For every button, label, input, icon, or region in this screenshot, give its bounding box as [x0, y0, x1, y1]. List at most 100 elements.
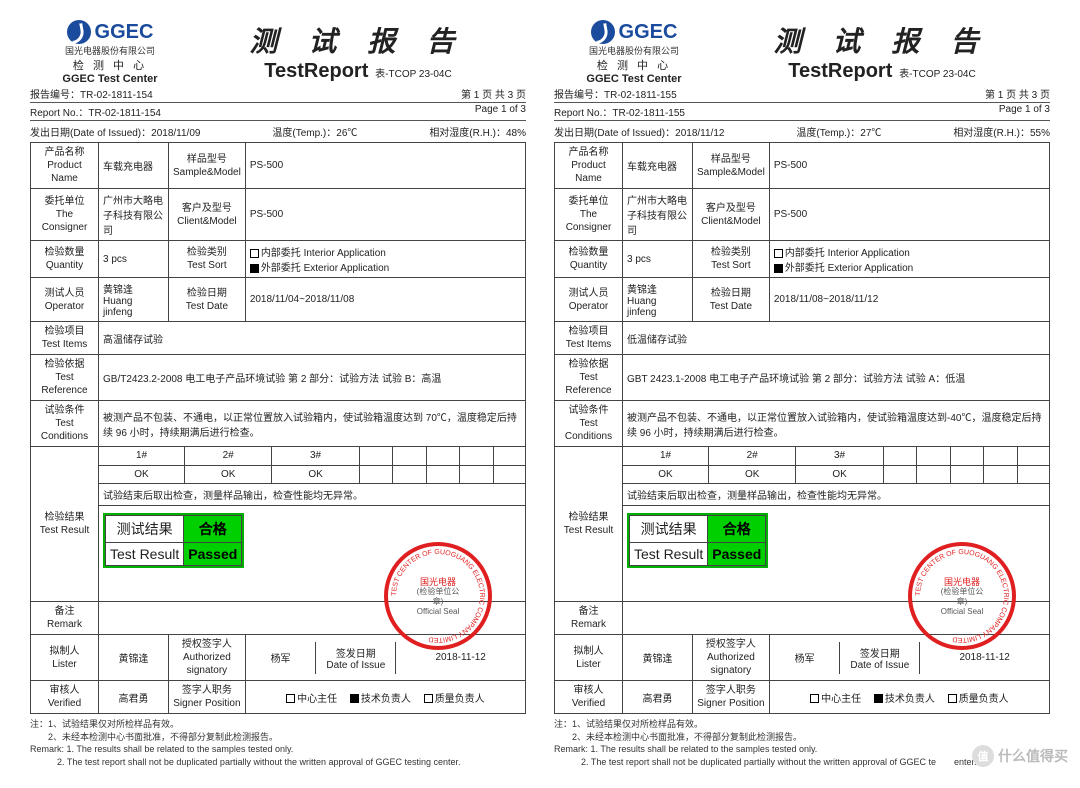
report1-rh: 48%	[506, 128, 526, 139]
logo-block: GGEC 国光电器股份有限公司 检 测 中 心 GGEC Test Center	[30, 20, 190, 85]
chk-center-icon	[810, 694, 819, 703]
s3v: OK	[272, 465, 359, 483]
page-container: GGEC 国光电器股份有限公司 检 测 中 心 GGEC Test Center…	[0, 0, 1080, 788]
consigner-lbl: 委托单位The Consigner	[31, 189, 99, 241]
report2-samplegrid: 1#2#3# OKOKOK	[623, 447, 1050, 484]
s1h: 1#	[99, 447, 185, 465]
official-seal-icon: TEST CENTER OF GUOGUANG ELECTRIC COMPANY…	[908, 542, 1016, 650]
report1-env: 发出日期(Date of Issued)：2018/11/09 温度(Temp.…	[30, 123, 526, 140]
cond-lbl: 试验条件Test Conditions	[31, 401, 99, 447]
report1-ref: GB/T2423.2-2008 电工电子产品环境试验 第 2 部分：试验方法 试…	[99, 355, 526, 401]
rb-pass-en: Passed	[184, 543, 242, 566]
operator-lbl: 测试人员Operator	[31, 278, 99, 322]
report1-no-en: TR-02-1811-154	[88, 108, 161, 119]
ref-lbl: 检验依据Test Reference	[31, 355, 99, 401]
report2-testdate: 2018/11/08~2018/11/12	[769, 278, 1049, 322]
title-block: 测 试 报 告 TestReport 表-TCOP 23-04C	[190, 20, 526, 83]
sort-lbl: 检验类别Test Sort	[693, 241, 770, 278]
report2-client: PS-500	[769, 189, 1049, 241]
sample-lbl: 样品型号Sample&Model	[169, 143, 246, 189]
rh-lbl: 相对湿度(R.H.)：	[429, 128, 506, 139]
report2-resultsummary: 试验结束后取出检查，测量样品输出，检查性能均无异常。	[623, 484, 1050, 506]
report1-temp: 26℃	[336, 128, 357, 139]
report2-product: 车载充电器	[623, 143, 693, 189]
result-box: 测试结果合格 Test ResultPassed	[103, 513, 244, 568]
operator-lbl: 测试人员Operator	[555, 278, 623, 322]
report1-sample: PS-500	[245, 143, 525, 189]
testdate-lbl: 检验日期Test Date	[169, 278, 246, 322]
report1-qty: 3 pcs	[99, 241, 169, 278]
s2h: 2#	[185, 447, 272, 465]
rb-pass-cn: 合格	[184, 516, 242, 543]
report1-testdate: 2018/11/04~2018/11/08	[245, 278, 525, 322]
page-en: Page 1 of 3	[475, 104, 526, 119]
chk-exterior-icon	[250, 264, 259, 273]
report2-meta2: Report No.：TR-02-1811-155 Page 1 of 3	[554, 103, 1050, 121]
report-2: GGEC 国光电器股份有限公司 检 测 中 心 GGEC Test Center…	[554, 20, 1050, 768]
title-cn: 测 试 报 告	[190, 20, 526, 60]
report2-auth: 杨军	[770, 642, 840, 674]
report2-no-cn: TR-02-1811-155	[604, 90, 677, 101]
title-block: 测 试 报 告 TestReport 表-TCOP 23-04C	[714, 20, 1050, 83]
title-en: TestReport	[788, 60, 892, 83]
report2-header: GGEC 国光电器股份有限公司 检 测 中 心 GGEC Test Center…	[554, 20, 1050, 85]
report1-lister: 黄锦逢	[99, 635, 169, 681]
testdate-lbl: 检验日期Test Date	[693, 278, 770, 322]
s1v: OK	[99, 465, 185, 483]
report2-issued: 2018/11/12	[675, 128, 724, 139]
report2-temp: 27℃	[860, 128, 881, 139]
report1-no-cn: TR-02-1811-154	[80, 90, 153, 101]
reportno-lbl-en: Report No.：	[30, 108, 88, 119]
logo-dept-en: GGEC Test Center	[30, 73, 190, 85]
signerpos-lbl: 签字人职务Signer Position	[693, 681, 770, 714]
verified-lbl: 审核人Verified	[31, 681, 99, 714]
report1-cond: 被测产品不包装、不通电，以正常位置放入试验箱内，使试验箱温度达到 70℃，温度稳…	[99, 401, 526, 447]
smzdm-icon: 值	[972, 745, 994, 767]
report2-env: 发出日期(Date of Issued)：2018/11/12 温度(Temp.…	[554, 123, 1050, 140]
logo-text: GGEC	[95, 21, 154, 44]
remark-lbl: 备注Remark	[555, 602, 623, 635]
verified-lbl: 审核人Verified	[555, 681, 623, 714]
chk-quality-icon	[424, 694, 433, 703]
client-lbl: 客户及型号Client&Model	[169, 189, 246, 241]
product-lbl: 产品名称Product Name	[555, 143, 623, 189]
logo-dept-cn: 检 测 中 心	[30, 57, 190, 73]
logo-dept-en: GGEC Test Center	[554, 73, 714, 85]
report1-signerpos: 中心主任 技术负责人 质量负责人	[245, 681, 525, 714]
report2-sort: 内部委托 Interior Application 外部委托 Exterior …	[769, 241, 1049, 278]
official-seal-icon: TEST CENTER OF GUOGUANG ELECTRIC COMPANY…	[384, 542, 492, 650]
signerpos-lbl: 签字人职务Signer Position	[169, 681, 246, 714]
title-cn: 测 试 报 告	[714, 20, 1050, 60]
items-lbl: 检验项目Test Items	[555, 322, 623, 355]
report2-consigner: 广州市大略电子科技有限公司	[623, 189, 693, 241]
report1-verified: 高君勇	[99, 681, 169, 714]
report1-resultsummary: 试验结束后取出检查，测量样品输出，检查性能均无异常。	[99, 484, 526, 506]
ggec-logo-icon	[67, 20, 91, 44]
report1-header: GGEC 国光电器股份有限公司 检 测 中 心 GGEC Test Center…	[30, 20, 526, 85]
page-cn: 第 1 页 共 3 页	[461, 86, 526, 101]
report-1: GGEC 国光电器股份有限公司 检 测 中 心 GGEC Test Center…	[30, 20, 526, 768]
chk-interior-icon	[250, 249, 259, 258]
report2-qty: 3 pcs	[623, 241, 693, 278]
result-box: 测试结果合格 Test ResultPassed	[627, 513, 768, 568]
report1-client: PS-500	[245, 189, 525, 241]
s2v: OK	[185, 465, 272, 483]
result-lbl: 检验结果Test Result	[555, 447, 623, 602]
ggec-logo-icon	[591, 20, 615, 44]
rb-cn: 测试结果	[106, 516, 184, 543]
report2-signerpos: 中心主任 技术负责人 质量负责人	[769, 681, 1049, 714]
chk-center-icon	[286, 694, 295, 703]
report2-sample: PS-500	[769, 143, 1049, 189]
report1-samplegrid: 1#2#3# OKOKOK	[99, 447, 526, 484]
report2-no-en: TR-02-1811-155	[612, 108, 685, 119]
s3h: 3#	[272, 447, 359, 465]
report1-meta1: 报告编号：TR-02-1811-154 第 1 页 共 3 页	[30, 85, 526, 103]
title-suffix: 表-TCOP 23-04C	[375, 65, 452, 80]
smzdm-text: 什么值得买	[998, 746, 1068, 766]
auth-lbl: 授权签字人Authorized signatory	[693, 635, 770, 681]
sample-lbl: 样品型号Sample&Model	[693, 143, 770, 189]
sort-lbl: 检验类别Test Sort	[169, 241, 246, 278]
report2-verified: 高君勇	[623, 681, 693, 714]
chk-tech-icon	[350, 694, 359, 703]
report2-meta1: 报告编号：TR-02-1811-155 第 1 页 共 3 页	[554, 85, 1050, 103]
